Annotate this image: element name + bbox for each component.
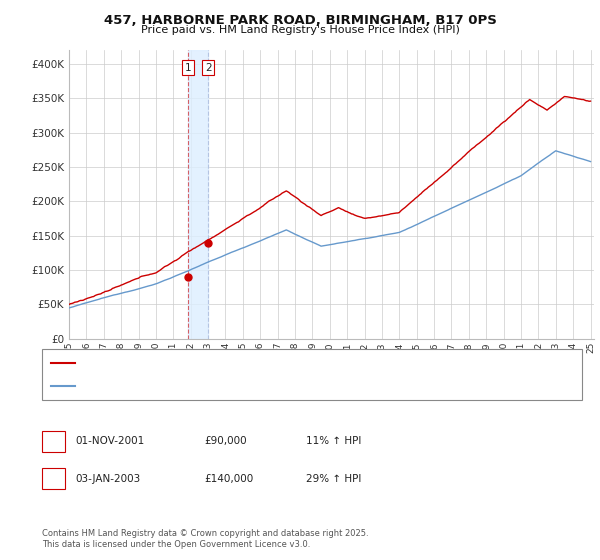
Text: Contains HM Land Registry data © Crown copyright and database right 2025.
This d: Contains HM Land Registry data © Crown c… [42, 529, 368, 549]
Text: Price paid vs. HM Land Registry's House Price Index (HPI): Price paid vs. HM Land Registry's House … [140, 25, 460, 35]
Text: £90,000: £90,000 [204, 436, 247, 446]
Text: 1: 1 [184, 63, 191, 73]
Text: HPI: Average price, semi-detached house, Birmingham: HPI: Average price, semi-detached house,… [80, 382, 340, 391]
Text: 457, HARBORNE PARK ROAD, BIRMINGHAM, B17 0PS: 457, HARBORNE PARK ROAD, BIRMINGHAM, B17… [104, 14, 496, 27]
Text: 457, HARBORNE PARK ROAD, BIRMINGHAM, B17 0PS (semi-detached house): 457, HARBORNE PARK ROAD, BIRMINGHAM, B17… [80, 358, 442, 367]
Text: 03-JAN-2003: 03-JAN-2003 [75, 474, 140, 484]
Text: 1: 1 [50, 436, 57, 446]
Text: 01-NOV-2001: 01-NOV-2001 [75, 436, 144, 446]
Text: 2: 2 [205, 63, 211, 73]
Text: 2: 2 [50, 474, 57, 484]
Text: 29% ↑ HPI: 29% ↑ HPI [306, 474, 361, 484]
Text: £140,000: £140,000 [204, 474, 253, 484]
Text: 11% ↑ HPI: 11% ↑ HPI [306, 436, 361, 446]
Bar [188, 50, 208, 339]
